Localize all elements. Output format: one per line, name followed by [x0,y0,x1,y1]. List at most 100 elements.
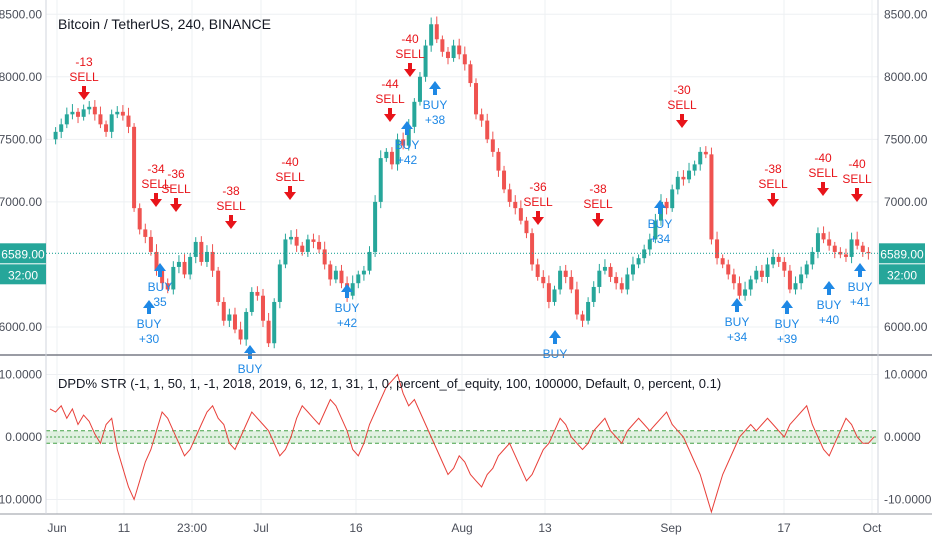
candle-body [389,151,394,165]
sell-arrow-icon [225,215,237,229]
candle-body [479,114,484,121]
candle-body [188,256,193,275]
indicator-title[interactable]: DPD% STR (-1, 1, 50, 1, -1, 2018, 2019, … [58,376,722,391]
buy-arrow-icon [781,300,793,314]
candle-body [647,239,652,250]
candle-body [507,189,512,202]
buy-arrow-icon [654,200,666,214]
signal-value: -34 [147,162,165,176]
candle-body [232,314,237,330]
candle-body [266,320,271,344]
candle-body [787,270,792,290]
candle-body [261,295,266,321]
sell-arrow-icon [170,198,182,212]
candle-body [569,276,574,290]
candle-body [765,264,770,277]
buy-signal: BUY+30 [137,300,161,346]
candle-body [440,39,445,52]
candle-body [92,106,97,115]
candle-body [216,270,221,302]
buy-arrow-icon [823,281,835,295]
buy-signal: BUY+40 [817,281,841,327]
last-price-value: 6589.00 [880,247,924,261]
candle-body [300,245,305,252]
time-tick: Sep [660,521,682,535]
time-tick: 23:00 [177,521,207,535]
candle-body [283,239,288,265]
chart-title: Bitcoin / TetherUS, 240, BINANCE [58,16,271,32]
candle-body [709,154,714,240]
sell-arrow-icon [404,63,416,77]
candle-body [502,170,507,190]
candle-body [474,83,479,115]
buy-signal: BUY [543,330,567,361]
candle-body [754,270,759,280]
candle-body [518,208,523,221]
candle-body [625,274,630,290]
candle-body [496,151,501,171]
buy-signal: BUY+42 [395,121,419,167]
candle-body [126,115,131,127]
candle-body [692,164,697,171]
signal-value: +40 [819,313,840,327]
candle-body [737,283,742,296]
candle-body [154,251,159,271]
candle-body [417,76,422,102]
chart-grid [46,0,878,514]
signal-label: SELL [161,182,191,196]
signal-label: SELL [216,199,246,213]
candle-body [143,229,148,237]
candle-body [558,270,563,290]
candle-body [530,233,535,265]
signal-value: +39 [777,332,798,346]
candle-body [244,311,249,340]
candle-body [535,264,540,277]
candle-body [619,283,624,290]
candle-body [356,274,361,284]
buy-arrow-icon [154,263,166,277]
candle-body [104,124,109,132]
signal-label: BUY [335,301,360,315]
buy-arrow-icon [143,300,155,314]
buy-signal: BUY+38 [423,81,447,127]
price-tick-left: 6000.00 [0,320,42,334]
price-tick-right: 6000.00 [884,320,928,334]
candle-body [608,266,613,277]
signal-value: -38 [589,182,607,196]
candle-body [866,251,871,254]
candle-body [614,276,619,284]
signal-value: +30 [139,332,160,346]
sell-arrow-icon [592,213,604,227]
candle-body [120,111,125,116]
candle-body [289,236,294,240]
last-price-badge-left [0,243,46,264]
candle-body [395,139,400,165]
signal-value: -36 [167,167,185,181]
sell-arrow-icon [284,186,296,200]
buy-arrow-icon [731,298,743,312]
candle-body [317,241,322,250]
indicator-tick-right: 0.0000 [884,430,921,444]
buy-arrow-icon [401,121,413,135]
candle-body [328,264,333,280]
candle-body [591,286,596,302]
indicator-line [49,373,875,514]
countdown-value: 32:00 [8,268,38,282]
candle-body [76,111,81,117]
countdown-badge [879,264,925,285]
candle-body [193,241,198,257]
candle-body [64,114,69,125]
sell-arrow-icon [676,114,688,128]
signal-label: SELL [395,47,425,61]
time-tick: Oct [863,521,882,535]
signal-value: -13 [75,55,93,69]
signal-label: SELL [375,92,405,106]
candle-body [373,201,378,252]
candle-body [630,264,635,275]
candle-body [821,233,826,240]
